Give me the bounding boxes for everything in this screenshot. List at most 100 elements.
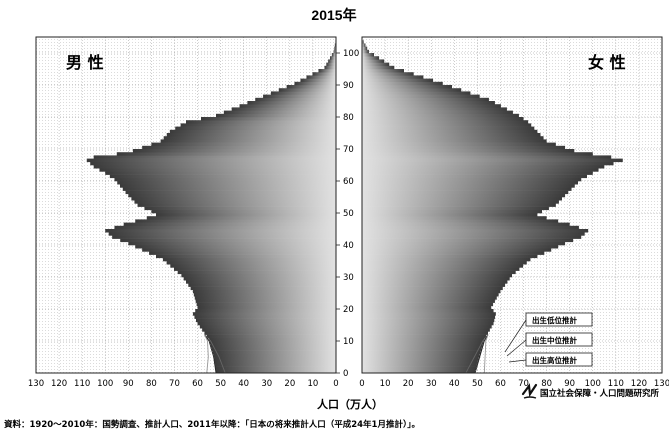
bar-female [362,235,582,239]
bar-male [306,75,336,79]
female-panel-frame [361,36,663,374]
x-tick-label-female: 40 [449,379,460,389]
x-tick-label-male: 10 [308,379,319,389]
bar-female [362,203,556,207]
bar-male [142,145,336,150]
x-tick-label-female: 100 [585,379,601,389]
bar-female [362,337,485,342]
legend-item-low: 出生低位推計 [532,315,577,325]
legend-item-medium: 出生中位推計 [532,335,577,345]
bar-male [199,325,336,329]
age-tick-label: 80 [343,113,354,123]
bar-male [156,213,336,217]
bar-female [362,315,496,319]
bar-male [188,283,336,287]
bar-female [362,232,585,236]
bar-male [215,366,336,371]
bar-female [362,293,499,297]
age-tick-label: 90 [343,81,354,91]
bar-female [362,357,479,361]
bar-female [362,328,490,332]
bar-male [134,200,336,204]
legend-item-high: 出生高位推計 [532,355,577,365]
bar-male [330,56,336,60]
bar-female [362,296,497,300]
bar-female [362,126,535,131]
bar-male [214,360,336,364]
projection-line-female [483,334,489,374]
bar-female [362,309,494,313]
bar-female [362,136,544,140]
projection-line-male [204,334,209,374]
bar-male [263,94,336,99]
bar-female [362,104,501,108]
bar-male [156,254,336,259]
bar-male [326,62,336,67]
bar-male [151,142,336,147]
bar-female [362,75,424,79]
projection-line-female [474,334,489,374]
bar-male [137,203,336,207]
bar-male [120,184,336,188]
bar-female [362,152,593,156]
bar-female [362,369,476,374]
bar-male [212,350,336,355]
x-tick-label-male: 20 [284,379,295,389]
bar-male [177,270,336,275]
age-tick-label: 50 [343,209,354,219]
x-tick-label-female: 130 [654,379,669,389]
bar-male [125,190,337,195]
bar-male [270,91,336,95]
x-tick-label-male: 120 [51,379,67,389]
bar-male [206,334,336,339]
bar-female [362,245,559,249]
bar-male [197,305,336,310]
x-tick-label-female: 70 [518,379,529,389]
bar-female [362,184,575,188]
bar-female [362,350,481,355]
bar-female [362,254,538,259]
bar-female [362,286,503,291]
bar-male [135,219,336,223]
bar-male [114,177,336,182]
bar-male [162,257,336,262]
bar-female [362,139,547,143]
bar-female [362,40,364,44]
bar-male [169,129,336,134]
bar-male [174,267,336,271]
bar-female [362,325,492,329]
bar-female [362,94,480,99]
bar-female [362,347,482,351]
chart-title: 2015年 [311,7,356,23]
bar-female [362,193,566,198]
legend-item-low-box [525,312,593,327]
legend-leader-low [504,319,527,353]
x-tick-label-female: 90 [564,379,575,389]
bar-male [114,225,336,230]
bar-female [362,123,532,127]
age-tick-label: 10 [343,337,354,347]
legend-leader-medium [506,339,527,357]
x-tick-label-female: 20 [403,379,414,389]
bar-male [210,344,336,348]
bar-female [362,62,390,67]
x-tick-label-male: 100 [97,379,113,389]
x-tick-label-male: 80 [146,379,157,389]
bar-male [197,321,336,326]
bar-female [362,56,380,60]
projection-line-male [204,334,217,374]
bar-female [362,145,566,150]
bar-male [175,126,336,131]
bar-male [146,216,336,220]
bar-female [362,91,471,95]
x-tick-label-male: 60 [192,379,203,389]
bar-male [142,248,336,252]
bar-male [128,193,336,198]
bar-female [362,312,496,316]
x-tick-label-male: 30 [261,379,272,389]
bar-male [86,158,337,163]
bar-male [196,302,336,307]
bar-female [362,181,578,185]
bar-male [132,149,336,153]
legend-item-medium-box [525,332,593,347]
